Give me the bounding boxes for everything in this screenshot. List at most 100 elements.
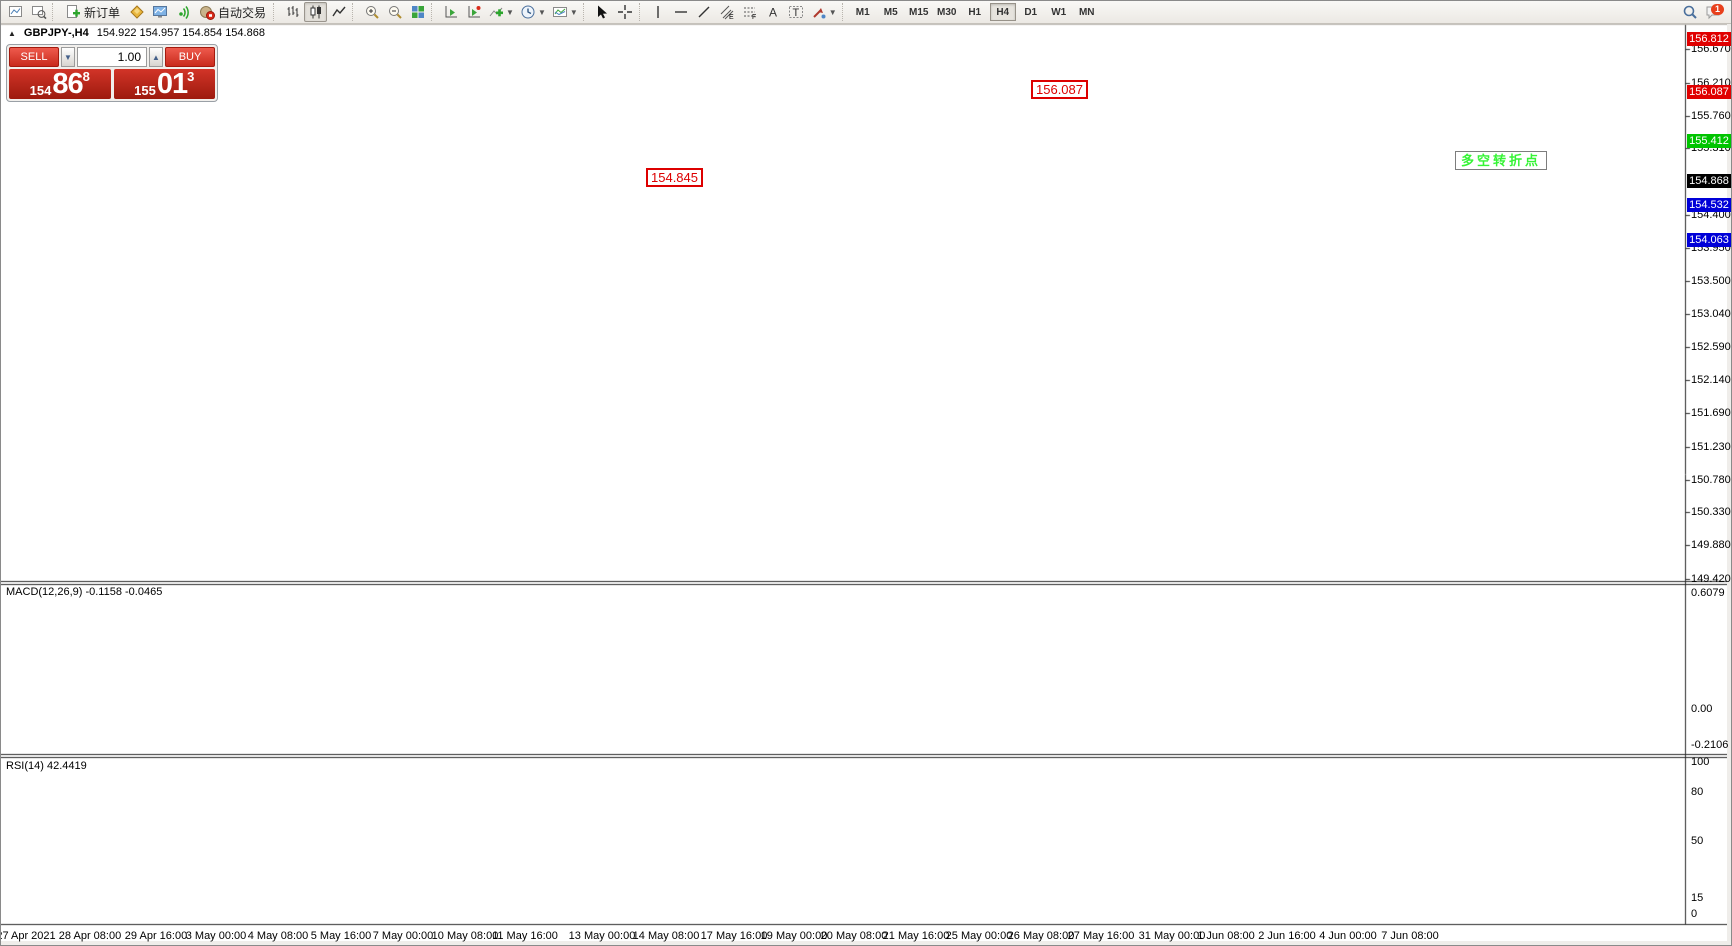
text-label-icon: T	[789, 6, 804, 19]
sell-price-panel[interactable]: 154 86 8	[9, 69, 111, 99]
profiles-button[interactable]	[27, 2, 50, 22]
crosshair-button[interactable]	[614, 2, 637, 22]
window-frame-right	[1727, 24, 1731, 945]
bar-chart-button[interactable]	[281, 2, 304, 22]
time-tick-label: 27 Apr 2021	[0, 930, 56, 942]
time-tick-label: 19 May 00:00	[760, 930, 828, 942]
market-button[interactable]	[125, 2, 148, 22]
one-click-trading-widget: SELL ▼ ▲ BUY 154 86 8 155 01 3	[6, 44, 218, 102]
time-tick-label: 21 May 16:00	[882, 930, 950, 942]
trendline-tool[interactable]	[693, 2, 716, 22]
horizontal-line-tool[interactable]	[670, 2, 693, 22]
autotrading-button[interactable]: 自动交易	[194, 2, 271, 22]
channel-icon: E	[720, 5, 734, 20]
signals-button[interactable]	[171, 2, 194, 22]
indicators-icon	[489, 7, 504, 17]
dropdown-arrow-icon: ▼	[537, 7, 546, 17]
zoom-in-button[interactable]	[360, 2, 383, 22]
time-tick-label: 2 Jun 16:00	[1258, 930, 1316, 942]
timeframe-d1[interactable]: D1	[1024, 6, 1038, 18]
macd-axis-value: 0.00	[1691, 703, 1713, 715]
signal-icon	[178, 6, 189, 19]
time-tick-label: 29 Apr 16:00	[124, 930, 188, 942]
time-tick-label: 4 May 08:00	[247, 930, 309, 942]
new-order-label: 新订单	[84, 5, 121, 20]
svg-text:A: A	[769, 6, 777, 20]
cursor-icon	[598, 5, 608, 19]
bar-chart-icon	[287, 6, 299, 17]
vertical-line-tool[interactable]	[647, 2, 670, 22]
price-annotation-mid[interactable]: 154.845	[646, 168, 703, 187]
dropdown-arrow-icon: ▼	[828, 7, 837, 17]
timeframe-m5[interactable]: M5	[883, 6, 898, 18]
turning-point-note[interactable]: 多空转折点	[1455, 151, 1548, 170]
buy-button[interactable]: BUY	[165, 47, 215, 67]
timeframe-m15[interactable]: M15	[908, 6, 929, 18]
chart-shift-button[interactable]	[462, 2, 485, 22]
buy-price-main: 01	[156, 68, 188, 100]
text-tool[interactable]: A	[762, 2, 785, 22]
zoom-out-button[interactable]	[383, 2, 406, 22]
timeframe-m30[interactable]: M30	[936, 6, 957, 18]
auto-scroll-button[interactable]	[439, 2, 462, 22]
timeframe-w1[interactable]: W1	[1051, 6, 1067, 18]
search-icon	[1683, 5, 1697, 19]
buy-price-pip: 3	[187, 69, 195, 84]
price-tick: 153.040	[1691, 308, 1731, 320]
price-tick: 150.780	[1691, 474, 1731, 486]
macd-label: MACD(12,26,9) -0.1158 -0.0465	[6, 586, 163, 598]
equidistant-channel-tool[interactable]: E	[716, 2, 739, 22]
chat-button[interactable]: 1	[1701, 2, 1725, 22]
text-a-icon: A	[769, 6, 777, 20]
text-label-tool[interactable]: T	[785, 2, 808, 22]
toolbar-separator	[273, 3, 278, 21]
hosting-button[interactable]	[148, 2, 171, 22]
price-tick: 155.760	[1691, 110, 1731, 122]
volume-increase-button[interactable]: ▲	[149, 47, 163, 67]
timeframe-mn[interactable]: MN	[1078, 6, 1095, 18]
toolbar-separator	[431, 3, 436, 21]
time-tick-label: 7 May 00:00	[372, 930, 434, 942]
rsi-axis-value: 80	[1691, 786, 1704, 798]
line-chart-button[interactable]	[327, 2, 350, 22]
time-tick-label: 28 Apr 08:00	[58, 930, 122, 942]
fibonacci-tool[interactable]: F	[739, 2, 762, 22]
macd-axis-value: -0.2106	[1691, 739, 1729, 751]
indicators-button[interactable]: ▼	[485, 2, 517, 22]
cursor-button[interactable]	[591, 2, 614, 22]
time-tick-label: 1 Jun 08:00	[1197, 930, 1255, 942]
buy-price-panel[interactable]: 155 01 3	[113, 68, 215, 100]
price-annotation-high[interactable]: 156.087	[1031, 80, 1088, 99]
search-button[interactable]	[1678, 2, 1701, 22]
periods-button[interactable]: ▼	[517, 2, 549, 22]
timeframe-bar: M1 M5 M15 M30 H1 H4 D1 W1 MN	[850, 3, 1100, 21]
collapse-icon[interactable]: ▲	[8, 29, 16, 38]
sell-button[interactable]: SELL	[9, 47, 59, 67]
volume-decrease-button[interactable]: ▼	[61, 47, 75, 67]
sell-price-pip: 8	[82, 69, 90, 84]
volume-input[interactable]	[77, 47, 147, 67]
timeframe-h4[interactable]: H4	[989, 3, 1016, 21]
chart-shift-icon	[468, 6, 481, 18]
candlestick-chart-button[interactable]	[304, 2, 328, 22]
price-tick: 152.590	[1691, 341, 1731, 353]
new-chart-button[interactable]	[4, 2, 27, 22]
timeframe-m1[interactable]: M1	[855, 6, 870, 18]
timeframe-h1[interactable]: H1	[968, 6, 982, 18]
new-order-button[interactable]: 新订单	[60, 2, 125, 22]
new-order-icon	[67, 5, 80, 18]
shapes-icon	[813, 8, 826, 19]
tile-windows-button[interactable]	[406, 2, 429, 22]
monitor-icon	[152, 6, 167, 18]
price-tick: 156.670	[1691, 43, 1731, 55]
candlestick-chart-icon	[310, 5, 321, 19]
toolbar-separator	[582, 3, 588, 21]
arrows-tool[interactable]: ▼	[808, 2, 840, 22]
chat-badge: 1	[1711, 4, 1725, 15]
templates-button[interactable]: ▼	[549, 2, 581, 22]
time-tick-label: 26 May 08:00	[1007, 930, 1075, 942]
price-badge: 156.812	[1687, 32, 1731, 46]
sell-price-main: 86	[52, 68, 83, 100]
time-tick-label: 14 May 08:00	[632, 930, 700, 942]
